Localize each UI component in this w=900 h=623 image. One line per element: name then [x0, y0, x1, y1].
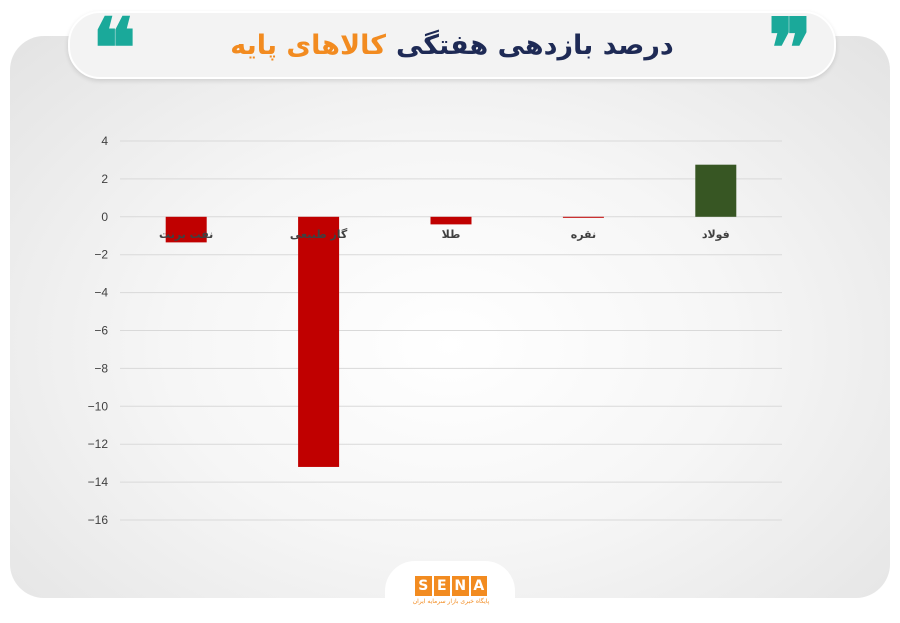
bars	[165, 164, 737, 467]
y-tick-label: 0	[101, 210, 108, 224]
y-tick-label: −4	[94, 286, 108, 300]
logo-background	[385, 561, 515, 623]
category-label: نفت برنت	[159, 228, 213, 241]
title-banner: درصد بازدهی هفتگی کالاهای پایه	[68, 11, 836, 79]
y-axis-ticks: 4 2 0 −2 −4 −6 −8 −10 −12 −14 −16	[88, 134, 109, 527]
sena-logo: S E N A	[415, 576, 487, 596]
category-label: فولاد	[702, 228, 730, 241]
category-label: گاز طبیعی	[290, 228, 348, 241]
y-tick-label: −8	[94, 361, 108, 375]
quote-open-icon: ❝	[92, 1, 137, 97]
bar	[695, 164, 737, 217]
title-highlight: کالاهای پایه	[230, 29, 386, 61]
logo-letter: S	[415, 576, 432, 596]
y-tick-label: −2	[94, 248, 108, 262]
y-tick-label: −16	[88, 513, 109, 527]
logo-subtitle: پایگاه خبری بازار سرمایه ایران	[412, 598, 490, 605]
category-label: نقره	[571, 228, 596, 241]
bar	[298, 216, 340, 467]
logo-letter: E	[433, 576, 450, 596]
y-tick-label: 2	[101, 172, 108, 186]
y-tick-label: 4	[101, 134, 108, 148]
category-label: طلا	[442, 228, 461, 241]
chart-card	[10, 36, 890, 598]
quote-close-icon: ❞	[768, 1, 813, 97]
logo-letter: A	[470, 576, 487, 596]
bar	[165, 216, 207, 243]
y-tick-label: −6	[94, 324, 108, 338]
title-dark: درصد بازدهی هفتگی	[395, 29, 674, 61]
bar	[562, 216, 604, 218]
logo-letter: N	[452, 576, 469, 596]
bar	[430, 216, 472, 225]
y-tick-label: −14	[88, 475, 109, 489]
category-labels: فولاد نقره طلا گاز طبیعی نفت برنت	[159, 228, 730, 241]
y-tick-label: −12	[88, 437, 109, 451]
gridlines	[120, 140, 782, 521]
y-tick-label: −10	[88, 399, 109, 413]
